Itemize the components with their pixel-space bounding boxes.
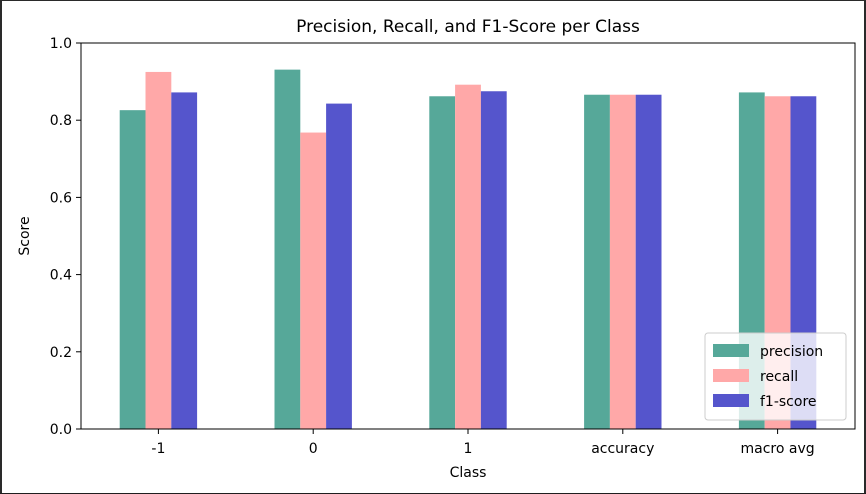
legend-label-precision: precision <box>760 344 823 360</box>
y-tick-label: 1.0 <box>50 36 72 52</box>
bar-f1-score-1 <box>480 91 507 429</box>
legend-label-f1-score: f1-score <box>760 394 817 410</box>
x-tick-label: macro avg <box>741 441 815 457</box>
y-tick-label: 0.8 <box>50 113 72 129</box>
chart-title: Precision, Recall, and F1-Score per Clas… <box>296 17 640 37</box>
y-tick-label: 0.4 <box>50 268 72 284</box>
x-tick-label: -1 <box>151 441 165 457</box>
bar-f1-score-accuracy <box>635 94 662 429</box>
legend-swatch-precision <box>713 344 749 357</box>
bar-precision--1 <box>119 110 146 429</box>
bar-recall-accuracy <box>609 94 636 429</box>
x-tick-label: 0 <box>309 441 318 457</box>
bar-precision-0 <box>274 69 301 429</box>
x-tick-label: accuracy <box>591 441 654 457</box>
bar-f1-score--1 <box>171 92 198 430</box>
legend-label-recall: recall <box>760 369 798 385</box>
axes-layer: 0.0 0.2 0.4 0.6 0.8 1.0 -1 0 1 accuracy macro avg <box>50 36 856 457</box>
bar-precision-accuracy <box>584 94 610 429</box>
legend-swatch-f1-score <box>713 394 749 407</box>
y-tick-label: 0.2 <box>50 345 72 361</box>
x-tick-label: 1 <box>464 441 473 457</box>
x-axis-label: Class <box>450 465 487 481</box>
bar-f1-score-0 <box>326 103 352 430</box>
bar-precision-1 <box>429 96 456 429</box>
y-tick-label: 0.6 <box>50 190 72 206</box>
legend: precision recall f1-score <box>704 332 847 421</box>
y-tick-label: 0.0 <box>50 422 72 438</box>
bar-recall--1 <box>145 71 172 429</box>
legend-swatch-recall <box>713 369 749 382</box>
y-axis-label: Score <box>17 216 33 255</box>
bar-recall-1 <box>455 84 481 430</box>
bar-recall-0 <box>300 132 327 429</box>
